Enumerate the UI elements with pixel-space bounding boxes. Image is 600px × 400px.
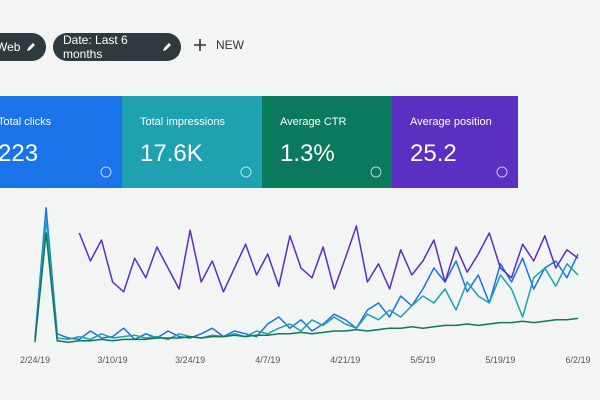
- filter-label: Date: Last 6 months: [63, 33, 128, 61]
- edit-icon: [27, 43, 36, 51]
- x-tick-label: 5/5/19: [410, 355, 435, 365]
- series-line: [78, 225, 579, 293]
- x-tick-label: 5/19/19: [485, 355, 515, 365]
- metric-label: Total impressions: [140, 116, 225, 128]
- help-circle: [240, 166, 252, 178]
- x-tick-label: 3/24/19: [175, 355, 205, 365]
- series-line: [34, 232, 579, 343]
- help-icon: [496, 166, 508, 178]
- x-tick-label: 4/21/19: [330, 355, 360, 365]
- metric-label: Average CTR: [280, 116, 347, 128]
- filter-label: Web: [0, 40, 21, 54]
- x-tick-label: 6/2/19: [565, 355, 590, 365]
- filter-chip[interactable]: Web: [0, 33, 46, 61]
- edit-icon: [163, 43, 171, 51]
- help-icon: [370, 166, 382, 178]
- performance-chart: 2/24/19 3/10/19 3/24/19 4/7/19 4/21/19 5/5/19…: [20, 207, 591, 365]
- help-circle: [100, 166, 112, 178]
- metric-card[interactable]: Total impressions 17.6K: [122, 96, 262, 188]
- series-line: [34, 218, 579, 341]
- x-tick-label: 3/10/19: [98, 355, 128, 365]
- metric-label: Average position: [410, 116, 492, 128]
- metric-value: 1.3%: [280, 140, 335, 167]
- toolbar: Web Date: Last 6 months NEW: [0, 30, 600, 64]
- metric-value: 25.2: [410, 140, 457, 167]
- help-circle: [496, 166, 508, 178]
- help-icon: [100, 166, 112, 178]
- metric-card[interactable]: Average position 25.2: [392, 96, 518, 188]
- plus-icon: [194, 39, 206, 51]
- new-button[interactable]: NEW: [194, 38, 244, 52]
- metric-value: 17.6K: [140, 140, 203, 167]
- metric-label: Total clicks: [0, 116, 52, 128]
- help-circle: [370, 166, 382, 178]
- metric-card[interactable]: Total clicks 223: [0, 96, 122, 188]
- new-label: NEW: [216, 38, 244, 52]
- x-tick-label: 2/24/19: [20, 355, 50, 365]
- metric-card[interactable]: Average CTR 1.3%: [262, 96, 392, 188]
- metric-value: 223: [0, 140, 39, 167]
- x-tick-label: 4/7/19: [255, 355, 280, 365]
- filter-chip[interactable]: Date: Last 6 months: [53, 33, 181, 61]
- help-icon: [240, 166, 252, 178]
